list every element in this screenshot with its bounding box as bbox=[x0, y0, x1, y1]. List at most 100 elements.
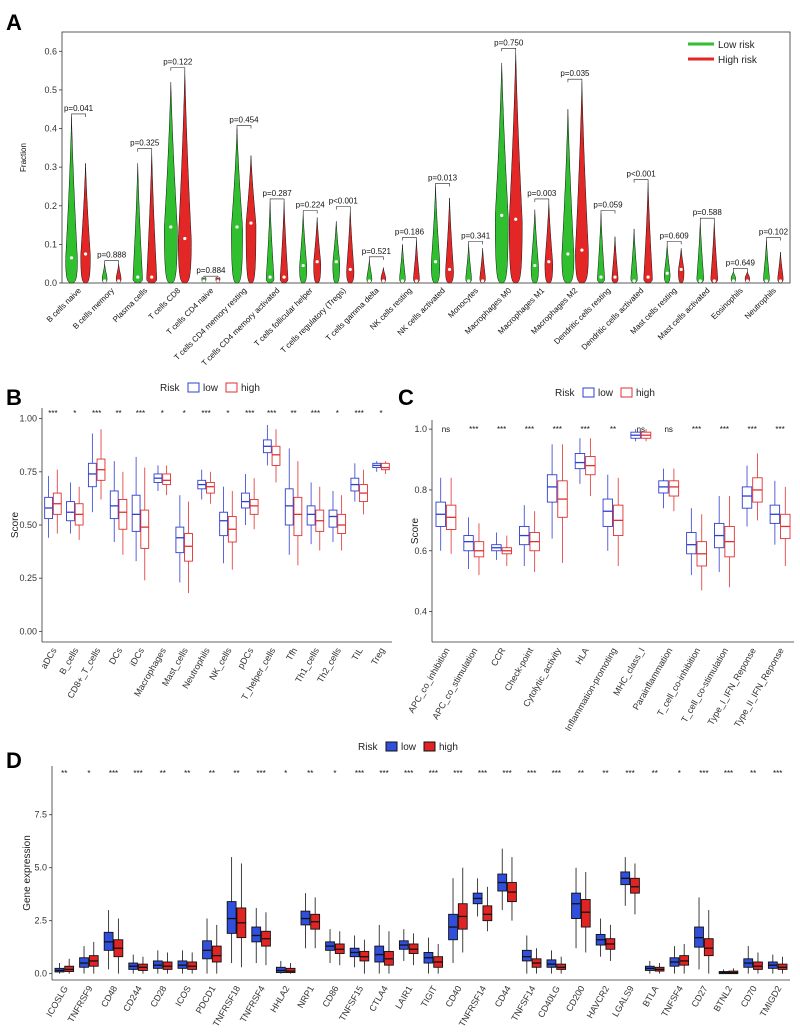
category-label-eosinophils: Eosinophils bbox=[709, 286, 744, 321]
p-value-bracket bbox=[633, 179, 649, 183]
legend-title: Risk bbox=[160, 383, 180, 394]
legend-label-low: low bbox=[203, 383, 219, 394]
violin-low bbox=[299, 213, 308, 284]
box-high bbox=[206, 482, 215, 494]
violin-median bbox=[566, 252, 570, 256]
y-tick-label: 0.0 bbox=[34, 969, 47, 979]
p-value-label: p=0.609 bbox=[660, 231, 690, 240]
violin-median bbox=[169, 225, 173, 229]
y-tick-label: 0.0 bbox=[44, 278, 57, 288]
box-high bbox=[482, 905, 493, 922]
y-tick-label: 0.00 bbox=[19, 626, 37, 636]
violin-median bbox=[731, 279, 735, 283]
p-value-bracket bbox=[699, 217, 715, 222]
p-value-label: p=0.003 bbox=[527, 189, 557, 198]
box-low bbox=[574, 453, 586, 470]
violin-low bbox=[231, 128, 243, 284]
category-label-t-cells-regulatory-tregs: T cells regulatory (Tregs) bbox=[279, 286, 348, 355]
legend-title: Risk bbox=[358, 742, 378, 753]
violin-low bbox=[696, 221, 704, 284]
p-value-label: p=0.521 bbox=[362, 247, 392, 256]
violin-median bbox=[665, 271, 669, 275]
violin-median bbox=[83, 252, 88, 256]
p-value-bracket bbox=[203, 275, 219, 280]
legend-label-high-risk: High risk bbox=[718, 55, 758, 66]
significance-label: * bbox=[380, 409, 383, 418]
p-value-label: p=0.013 bbox=[428, 173, 458, 182]
significance-label: *** bbox=[478, 769, 487, 778]
box-low bbox=[87, 462, 97, 488]
p-value-label: p=0.102 bbox=[759, 228, 789, 237]
p-value-label: p=0.122 bbox=[163, 58, 193, 67]
violin-median bbox=[646, 275, 650, 279]
category-label-tnfsf15: TNFSF15 bbox=[337, 984, 365, 1023]
category-label-lgals9: LGALS9 bbox=[610, 984, 636, 1018]
violin-high bbox=[245, 155, 257, 284]
p-value-bracket bbox=[402, 237, 417, 241]
category-label-tnfsf4: TNFSF4 bbox=[659, 984, 685, 1018]
y-tick-label: 0.75 bbox=[19, 467, 37, 477]
p-value-label: p=0.287 bbox=[263, 189, 293, 198]
significance-label: *** bbox=[245, 409, 254, 418]
violin-median bbox=[348, 267, 352, 272]
significance-label: *** bbox=[497, 425, 506, 434]
legend-swatch-low bbox=[187, 382, 200, 393]
significance-label: ns bbox=[637, 425, 645, 434]
box-low bbox=[251, 926, 262, 943]
violin-median bbox=[69, 256, 74, 260]
significance-label: *** bbox=[580, 425, 589, 434]
p-value-label: p<0.001 bbox=[329, 197, 359, 206]
category-label-type-ii-ifn-reponse: Type_II_IFN_Reponse bbox=[732, 646, 786, 729]
violin-median bbox=[547, 260, 551, 264]
box-low bbox=[463, 535, 474, 552]
violin-median bbox=[202, 279, 206, 283]
category-label-pdcd1: PDCD1 bbox=[194, 984, 218, 1015]
violin-low bbox=[164, 82, 178, 284]
significance-label: * bbox=[226, 409, 229, 418]
category-label-cd27: CD27 bbox=[689, 984, 709, 1009]
violin-median bbox=[117, 279, 121, 283]
violin-median bbox=[268, 275, 272, 279]
y-tick-label: 0.25 bbox=[19, 573, 37, 583]
p-value-bracket bbox=[435, 183, 450, 187]
legend-swatch-high bbox=[620, 387, 633, 398]
violin-median bbox=[533, 263, 537, 268]
significance-label: *** bbox=[502, 769, 511, 778]
violin-high bbox=[710, 221, 718, 284]
violin-low bbox=[399, 244, 406, 284]
violin-median bbox=[136, 275, 140, 279]
category-label-havcr2: HAVCR2 bbox=[585, 984, 612, 1020]
category-label-neutrophils: Neutrophils bbox=[743, 286, 778, 321]
significance-label: *** bbox=[552, 769, 561, 778]
violin-low bbox=[132, 163, 143, 284]
box-low bbox=[571, 892, 581, 920]
category-label-tigit: TIGIT bbox=[419, 984, 439, 1009]
significance-label: *** bbox=[625, 769, 634, 778]
violin-median bbox=[334, 260, 338, 264]
violin-low bbox=[530, 209, 539, 284]
category-label-monocytes: Monocytes bbox=[446, 286, 480, 320]
significance-label: *** bbox=[201, 409, 210, 418]
violin-median bbox=[150, 275, 154, 279]
significance-label: *** bbox=[453, 769, 462, 778]
category-label-cd70: CD70 bbox=[739, 984, 759, 1009]
violin-high bbox=[279, 201, 289, 284]
category-label-lair1: LAIR1 bbox=[393, 984, 414, 1011]
y-tick-label: 0.6 bbox=[44, 46, 57, 56]
violin-median bbox=[632, 279, 636, 283]
y-tick-label: 0.1 bbox=[44, 239, 57, 249]
violin-median bbox=[500, 213, 504, 217]
p-value-label: p=0.035 bbox=[560, 69, 590, 78]
p-value-bracket bbox=[534, 198, 550, 202]
p-value-bracket bbox=[766, 237, 781, 241]
p-value-label: p<0.001 bbox=[627, 170, 657, 179]
y-tick-label: 0.5 bbox=[44, 85, 57, 95]
category-label-tmigd2: TMIGD2 bbox=[758, 984, 784, 1018]
significance-label: * bbox=[336, 409, 339, 418]
category-label-cd200: CD200 bbox=[564, 984, 587, 1013]
category-label-btnl2: BTNL2 bbox=[712, 984, 735, 1013]
